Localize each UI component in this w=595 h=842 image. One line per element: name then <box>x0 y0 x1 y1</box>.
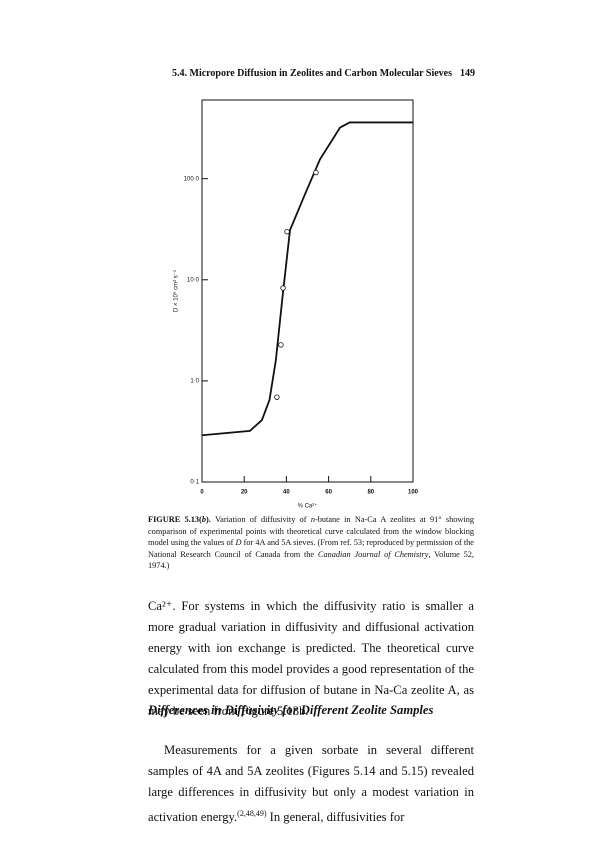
caption-text: D <box>235 538 242 548</box>
caption-label: ). <box>205 515 216 524</box>
paragraph: Measurements for a given sorbate in seve… <box>148 740 474 828</box>
x-tick-label: 40 <box>283 490 290 496</box>
caption-text: -butane in Na-Ca A zeolites at 91° showi… <box>148 515 474 548</box>
y-tick-label: 1·0 <box>190 378 199 384</box>
caption-label: FIGURE 5.13( <box>148 515 202 524</box>
x-tick-label: 20 <box>241 490 248 496</box>
data-point <box>280 285 286 291</box>
theory-curve <box>201 121 413 437</box>
caption-text: Canadian Journal of Chemistry <box>317 549 429 559</box>
y-axis-label: D × 10⁹ cm² s⁻¹ <box>173 270 180 312</box>
caption-text: , Volume 52, 1974.) <box>148 549 474 571</box>
section-heading: Differences in Diffusivity for Different… <box>148 703 434 717</box>
caption-label: b <box>201 515 206 524</box>
y-tick-label: 100·0 <box>184 176 200 182</box>
figure-caption: FIGURE 5.13(b). Variation of diffusivity… <box>148 514 474 572</box>
x-axis-label: % Ca²⁺ <box>298 503 318 510</box>
data-point <box>274 394 280 400</box>
page-number: 149 <box>460 68 475 79</box>
y-tick-label: 10·0 <box>187 277 200 283</box>
figure: 0·1 1·0 10·0 100·0 0 20 40 60 80 100 % Ca²⁺ D × 10⁹… <box>173 99 419 510</box>
x-tick-label: 60 <box>325 490 332 496</box>
x-tick-label: 100 <box>408 490 419 496</box>
paragraph-text: Measurements for a given sorbate in seve… <box>148 743 474 825</box>
paragraph-text: In general, diffusivities for <box>266 810 405 825</box>
caption-text: Variation of diffusivity of <box>215 515 311 524</box>
x-tick-label: 0 <box>200 490 204 496</box>
running-head: 5.4. Micropore Diffusion in Zeolites and… <box>172 68 452 79</box>
data-point <box>313 169 319 176</box>
x-tick-label: 80 <box>367 490 374 496</box>
caption-text: n <box>310 515 315 524</box>
caption-text: for 4A and 5A sieves. (From ref. 53; rep… <box>148 538 474 559</box>
plot-frame <box>201 99 414 483</box>
citation: (2,48,49) <box>237 809 267 818</box>
data-point <box>278 342 284 348</box>
y-tick-label: 0·1 <box>190 480 199 486</box>
data-point <box>284 228 290 235</box>
paragraph: Ca²⁺. For systems in which the diffusivi… <box>148 599 474 718</box>
